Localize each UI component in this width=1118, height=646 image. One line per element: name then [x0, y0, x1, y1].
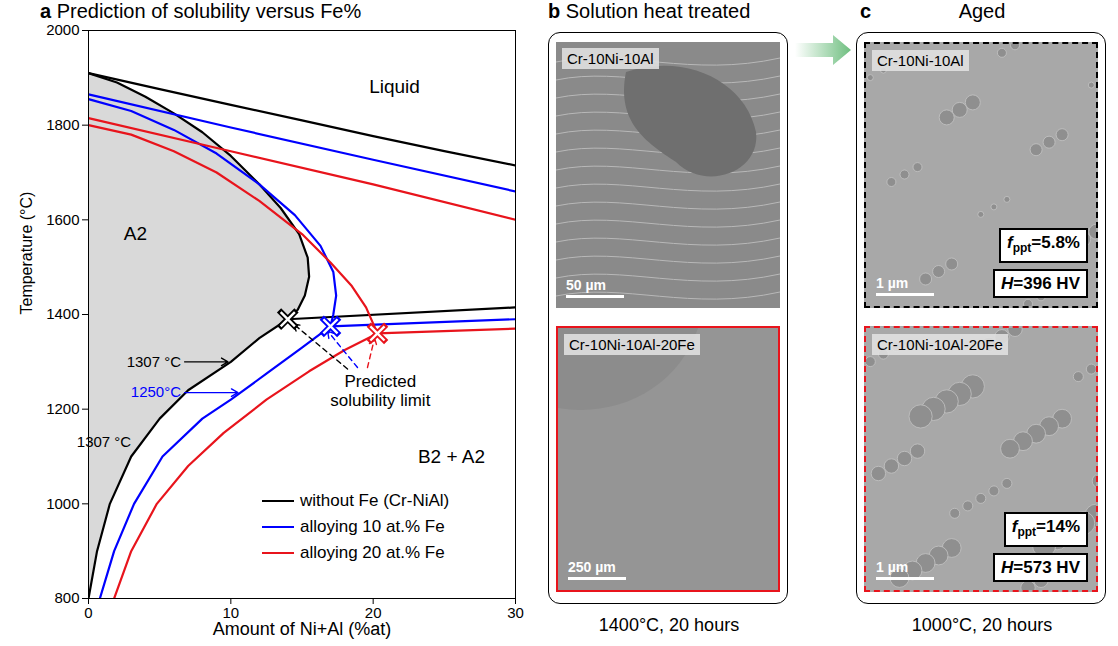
html-text:a Prediction of solubility ver: a Prediction of solubility versus Fe% — [40, 0, 362, 22]
svg-text:1200: 1200 — [46, 400, 79, 417]
html-text:1 µm: 1 µm — [876, 559, 909, 575]
svg-text:Liquid: Liquid — [369, 76, 420, 97]
html-text:without Fe (Cr-NiAl): without Fe (Cr-NiAl) — [300, 491, 450, 510]
html-text:fppt=5.8%: fppt=5.8% — [1007, 232, 1080, 255]
html-text:1400°C, 20 hours: 1400°C, 20 hours — [598, 615, 740, 635]
html-text:Cr-10Ni-10Al-20Fe: Cr-10Ni-10Al-20Fe — [877, 336, 1003, 353]
html-text:250 µm: 250 µm — [568, 559, 616, 575]
svg-text:Predictedsolubility limit: Predictedsolubility limit — [330, 372, 430, 411]
html-text:alloying 10 at.% Fe: alloying 10 at.% Fe — [300, 517, 445, 536]
svg-text:1000: 1000 — [46, 495, 79, 512]
svg-text:1307 °C: 1307 °C — [127, 353, 182, 370]
svg-text:Amount of Ni+Al (%at): Amount of Ni+Al (%at) — [213, 619, 392, 639]
html-text:50 µm: 50 µm — [566, 277, 606, 293]
html-text:fppt=14%: fppt=14% — [1011, 516, 1080, 539]
html-text:H =396 HV: H =396 HV — [1001, 274, 1080, 293]
html-text:Cr-10Ni-10Al: Cr-10Ni-10Al — [567, 50, 654, 67]
svg-text:Temperature (°C): Temperature (°C) — [18, 192, 35, 315]
html-text:Cr-10Ni-10Al-20Fe: Cr-10Ni-10Al-20Fe — [569, 336, 695, 353]
svg-text:Predictedsolubility limit: Predictedsolubility limit — [330, 372, 430, 411]
html-text:H =573 HV: H =573 HV — [1001, 558, 1080, 577]
svg-text:30: 30 — [507, 604, 524, 621]
svg-text:10: 10 — [222, 604, 240, 622]
html-text:b Solution heat treated: b Solution heat treated — [548, 0, 751, 22]
html-text:1 µm: 1 µm — [876, 275, 909, 291]
svg-text:B2 + A2: B2 + A2 — [418, 446, 485, 467]
html-text:Cr-10Ni-10Al: Cr-10Ni-10Al — [877, 52, 964, 69]
html-text:c: c — [860, 0, 872, 22]
svg-text:1250°C: 1250°C — [131, 383, 181, 400]
svg-text:0: 0 — [84, 604, 92, 621]
svg-text:20: 20 — [364, 604, 382, 622]
svg-text:A2: A2 — [124, 223, 147, 244]
html-text:alloying 20 at.% Fe: alloying 20 at.% Fe — [300, 543, 445, 562]
svg-text:800: 800 — [54, 589, 79, 606]
svg-text:1800: 1800 — [46, 116, 79, 133]
svg-text:2000: 2000 — [46, 21, 79, 38]
svg-text:1307 °C: 1307 °C — [77, 433, 132, 450]
svg-text:1400: 1400 — [46, 305, 79, 322]
html-text:Aged: Aged — [958, 0, 1006, 22]
svg-text:1600: 1600 — [46, 211, 79, 228]
html-text:1000°C, 20 hours: 1000°C, 20 hours — [911, 615, 1053, 635]
